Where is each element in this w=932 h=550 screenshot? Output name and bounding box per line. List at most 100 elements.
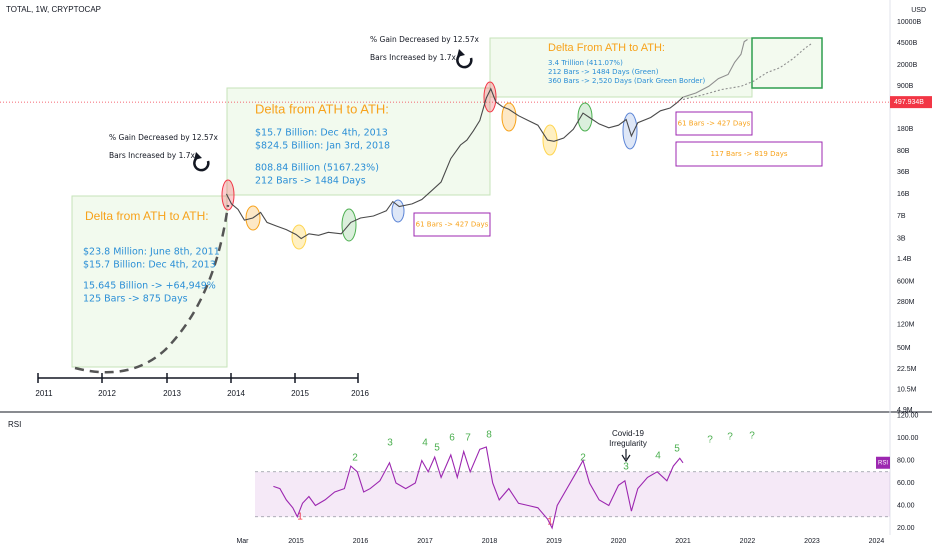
bar-note: 61 Bars -> 427 Days (678, 120, 751, 128)
y-tick-label: 10000B (897, 19, 921, 26)
box-line: $15.7 Billion: Dec 4th, 2013 (83, 260, 216, 271)
dark-green-box (751, 37, 823, 89)
box-line: 3.4 Trillion (411.07%) (548, 59, 623, 67)
series-line (682, 39, 748, 98)
covid-arrow (621, 449, 631, 463)
y-tick-label: 50M (897, 345, 911, 352)
x-tick-label: 2019 (546, 538, 562, 545)
box-line: $824.5 Billion: Jan 3rd, 2018 (255, 141, 390, 152)
x-tick-label: 2016 (353, 538, 369, 545)
y-tick-label: 20.00 (897, 525, 915, 532)
cycle-icon (193, 52, 473, 172)
box-line: 360 Bars -> 2,520 Days (Dark Green Borde… (548, 77, 705, 85)
y-tick-label: 4.9M (897, 407, 913, 414)
timeline-label: 2014 (227, 389, 245, 398)
timeline-label: 2016 (351, 389, 369, 398)
x-tick-label: 2024 (869, 538, 885, 545)
highlight (501, 102, 517, 132)
y-tick-label: 120.00 (897, 412, 919, 419)
last-price-label: 497.934B (894, 99, 924, 106)
wave-label: ? (727, 432, 733, 443)
wave-label: 1 (547, 517, 553, 528)
y-tick-label: 120M (897, 321, 915, 328)
highlight (577, 102, 593, 132)
wave-label: 4 (655, 451, 661, 462)
x-tick-label: 2015 (288, 538, 304, 545)
bar-note-box (675, 111, 753, 136)
timeline-label: 2012 (98, 389, 116, 398)
wave-label: ? (749, 431, 755, 442)
series-line (273, 446, 684, 530)
y-tick-label: 16B (897, 191, 910, 198)
gain-note: Bars Increased by 1.7x (109, 151, 196, 160)
covid-note: Covid-19 (612, 429, 645, 438)
y-tick-label: 900B (897, 83, 914, 90)
box-line: 125 Bars -> 875 Days (83, 294, 188, 305)
y-tick-label: 80.00 (897, 457, 915, 464)
wave-label: 3 (387, 438, 393, 449)
chart-title: TOTAL, 1W, CRYPTOCAP (6, 5, 101, 14)
box-line: 15.645 Billion -> +64,949% (83, 281, 216, 292)
last-price-badge (890, 96, 932, 109)
box-line: 808.84 Billion (5167.23%) (255, 163, 379, 174)
y-tick-label: 22.5M (897, 366, 917, 373)
y-tick-label: 2000B (897, 62, 918, 69)
timeline-label: 2013 (163, 389, 181, 398)
timeline-label: 2011 (35, 389, 53, 398)
gain-note: % Gain Decreased by 12.57x (370, 35, 480, 44)
x-tick-label: 2018 (482, 538, 498, 545)
growth-arc (74, 204, 230, 374)
bar-note-box (413, 212, 491, 237)
delta-box (226, 87, 491, 196)
y-tick-label: 60.00 (897, 480, 915, 487)
highlight (542, 124, 558, 156)
highlight (483, 81, 497, 113)
wave-label: 7 (465, 433, 471, 444)
y-tick-label: 1.4B (897, 256, 912, 263)
currency: USD (911, 7, 926, 14)
box-title: Delta from ATH to ATH: (255, 101, 389, 116)
box-line: $23.8 Million: June 8th, 2011 (83, 247, 220, 258)
y-tick-label: 280M (897, 299, 915, 306)
y-tick-label: 36B (897, 169, 910, 176)
bar-note: 61 Bars -> 427 Days (416, 221, 489, 229)
box-line: 212 Bars -> 1484 Days (255, 176, 366, 187)
x-tick-label: 2020 (611, 538, 627, 545)
rsi-badge (876, 456, 890, 469)
timeline-label: 2015 (291, 389, 309, 398)
y-tick-label: 10.5M (897, 386, 917, 393)
box-line: 212 Bars -> 1484 Days (Green) (548, 68, 659, 76)
wave-label: 1 (297, 512, 303, 523)
x-tick-label: 2023 (804, 538, 820, 545)
wave-label: 3 (623, 462, 629, 473)
covid-note: Irregularity (609, 439, 647, 448)
rsi-title: RSI (8, 420, 21, 429)
y-tick-label: 180B (897, 126, 914, 133)
gain-note: % Gain Decreased by 12.57x (109, 133, 219, 142)
x-tick-label: Mar (236, 538, 249, 545)
gain-note: Bars Increased by 1.7x (370, 53, 457, 62)
bar-note: 117 Bars -> 819 Days (710, 150, 787, 158)
box-line: $15.7 Billion: Dec 4th, 2013 (255, 128, 388, 139)
wave-label: 8 (486, 430, 492, 441)
wave-label: 2 (352, 453, 358, 464)
rsi-badge-label: RSI (878, 460, 888, 466)
delta-box (489, 37, 753, 98)
x-tick-label: 2021 (675, 538, 691, 545)
x-tick-label: 2017 (417, 538, 433, 545)
box-title: Delta From ATH to ATH: (548, 42, 665, 54)
box-title: Delta from ATH to ATH: (85, 209, 209, 223)
wave-label: 4 (422, 438, 428, 449)
y-tick-label: 80B (897, 148, 910, 155)
wave-label: 6 (449, 433, 455, 444)
bar-note-box (675, 141, 823, 167)
series-line (682, 42, 813, 101)
y-tick-label: 40.00 (897, 502, 915, 509)
y-tick-label: 100.00 (897, 435, 919, 442)
y-tick-label: 600M (897, 278, 915, 285)
wave-label: 2 (580, 453, 586, 464)
timeline-axis (37, 373, 359, 383)
x-tick-label: 2022 (740, 538, 756, 545)
wave-label: ? (707, 435, 713, 446)
